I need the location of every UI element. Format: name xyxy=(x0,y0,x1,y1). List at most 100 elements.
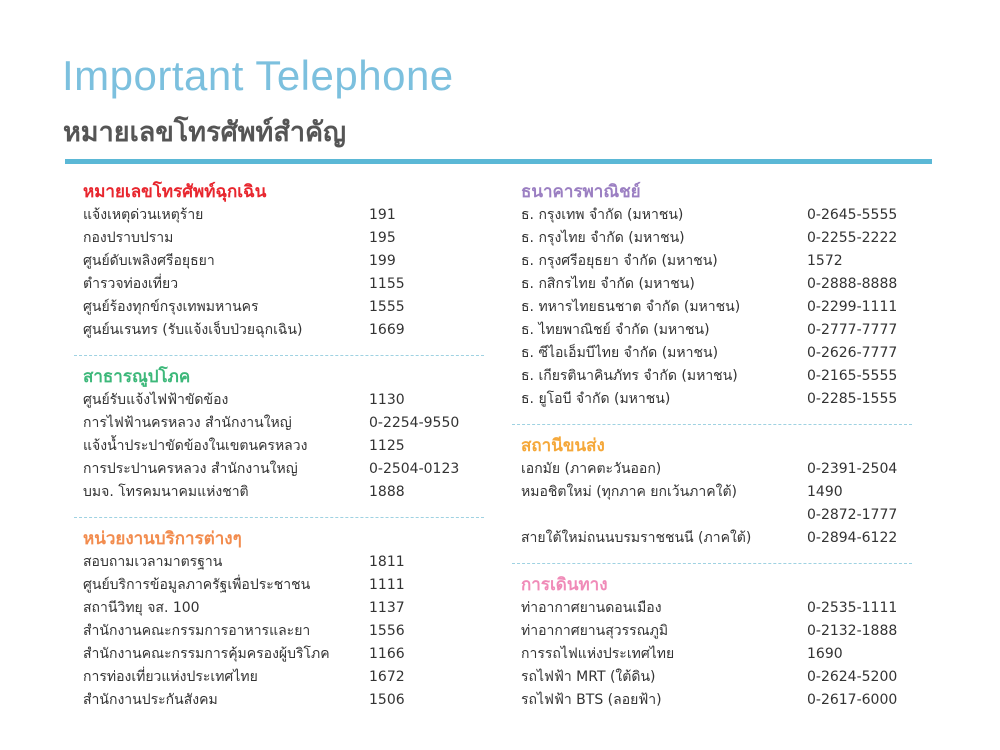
phone-number: 0-2504-0123 xyxy=(369,461,460,477)
section-title: สถานีขนส่ง xyxy=(521,436,605,456)
phone-number: 1555 xyxy=(369,299,405,315)
list-item: การรถไฟแห่งประเทศไทย 1690 xyxy=(512,643,912,666)
contact-name: ธ. ยูโอบี จำกัด (มหาชน) xyxy=(521,391,671,407)
contact-name: ท่าอากาศยานดอนเมือง xyxy=(521,600,662,616)
list-item: หมอชิตใหม่ (ทุกภาค ยกเว้นภาคใต้) 1490 xyxy=(512,481,912,504)
list-item: เอกมัย (ภาคตะวันออก) 0-2391-2504 xyxy=(512,458,912,481)
phone-number: 0-2777-7777 xyxy=(807,322,898,338)
phone-number: 0-2617-6000 xyxy=(807,692,898,708)
list-item: กองปราบปราม 195 xyxy=(74,227,484,250)
contact-name: ศูนย์ดับเพลิงศรีอยุธยา xyxy=(83,253,215,269)
contact-name: ธ. ไทยพาณิชย์ จำกัด (มหาชน) xyxy=(521,322,710,338)
phone-number: 1556 xyxy=(369,623,405,639)
contact-section: สถานีขนส่งเอกมัย (ภาคตะวันออก) 0-2391-250… xyxy=(512,434,912,550)
contact-name: สำนักงานคณะกรรมการอาหารและยา xyxy=(83,623,311,639)
contact-name: การประปานครหลวง สำนักงานใหญ่ xyxy=(83,461,298,477)
section-title: หน่วยงานบริการต่างๆ xyxy=(83,529,242,549)
list-item: ศูนย์รับแจ้งไฟฟ้าขัดข้อง 1130 xyxy=(74,389,484,412)
list-item: ศูนย์นเรนทร (รับแจ้งเจ็บป่วยฉุกเฉิน) 1669 xyxy=(74,319,484,342)
contact-name: การรถไฟแห่งประเทศไทย xyxy=(521,646,675,662)
section-title: สาธารณูปโภค xyxy=(83,367,191,387)
phone-number: 0-2872-1777 xyxy=(807,507,898,523)
phone-number: 191 xyxy=(369,207,396,223)
phone-number: 1130 xyxy=(369,392,405,408)
left-column: หมายเลขโทรศัพท์ฉุกเฉิน แจ้งเหตุด่วนเหตุร้… xyxy=(74,180,484,712)
phone-number: 0-2255-2222 xyxy=(807,230,898,246)
contact-name: ธ. กรุงศรีอยุธยา จำกัด (มหาชน) xyxy=(521,253,718,269)
contact-name: กองปราบปราม xyxy=(83,230,174,246)
section-title: หมายเลขโทรศัพท์ฉุกเฉิน xyxy=(83,182,267,202)
list-item: แจ้งเหตุด่วนเหตุร้าย 191 xyxy=(74,204,484,227)
section-divider xyxy=(74,517,484,518)
contact-name: สำนักงานประกันสังคม xyxy=(83,692,218,708)
list-item: สำนักงานประกันสังคม 1506 xyxy=(74,689,484,712)
contact-name: ศูนย์รับแจ้งไฟฟ้าขัดข้อง xyxy=(83,392,229,408)
contact-name: บมจ. โทรคมนาคมแห่งชาติ xyxy=(83,484,249,500)
list-item: ศูนย์ร้องทุกข์กรุงเทพมหานคร 1555 xyxy=(74,296,484,319)
contact-name: ธ. ทหารไทยธนชาต จำกัด (มหาชน) xyxy=(521,299,741,315)
contact-name: เอกมัย (ภาคตะวันออก) xyxy=(521,461,662,477)
contact-name: สอบถามเวลามาตรฐาน xyxy=(83,554,223,570)
contact-name: ธ. กรุงเทพ จำกัด (มหาชน) xyxy=(521,207,684,223)
phone-number: 1811 xyxy=(369,554,405,570)
contact-name: ศูนย์ร้องทุกข์กรุงเทพมหานคร xyxy=(83,299,259,315)
list-item: บมจ. โทรคมนาคมแห่งชาติ 1888 xyxy=(74,481,484,504)
page-title: Important Telephone xyxy=(62,52,454,99)
list-item: ศูนย์ดับเพลิงศรีอยุธยา 199 xyxy=(74,250,484,273)
list-item: ธ. กรุงเทพ จำกัด (มหาชน) 0-2645-5555 xyxy=(512,204,912,227)
list-item: สำนักงานคณะกรรมการคุ้มครองผู้บริโภค 1166 xyxy=(74,643,484,666)
section-title: การเดินทาง xyxy=(521,575,608,595)
contact-name: ท่าอากาศยานสุวรรณภูมิ xyxy=(521,623,669,639)
phone-number: 0-2645-5555 xyxy=(807,207,898,223)
contact-name: ศูนย์นเรนทร (รับแจ้งเจ็บป่วยฉุกเฉิน) xyxy=(83,322,303,338)
phone-number: 0-2254-9550 xyxy=(369,415,460,431)
phone-number: 1690 xyxy=(807,646,843,662)
phone-number: 0-2391-2504 xyxy=(807,461,898,477)
phone-number: 0-2299-1111 xyxy=(807,299,898,315)
section-title: ธนาคารพาณิชย์ xyxy=(521,182,641,202)
list-item: ธ. ทหารไทยธนชาต จำกัด (มหาชน) 0-2299-1111 xyxy=(512,296,912,319)
list-item: รถไฟฟ้า MRT (ใต้ดิน) 0-2624-5200 xyxy=(512,666,912,689)
contact-name: รถไฟฟ้า MRT (ใต้ดิน) xyxy=(521,669,656,685)
phone-number: 0-2285-1555 xyxy=(807,391,898,407)
contact-name: แจ้งเหตุด่วนเหตุร้าย xyxy=(83,207,204,223)
contact-name: ธ. ซีไอเอ็มบีไทย จำกัด (มหาชน) xyxy=(521,345,719,361)
list-item: แจ้งน้ำประปาขัดข้องในเขตนครหลวง 1125 xyxy=(74,435,484,458)
list-item: การไฟฟ้านครหลวง สำนักงานใหญ่ 0-2254-9550 xyxy=(74,412,484,435)
contact-name: แจ้งน้ำประปาขัดข้องในเขตนครหลวง xyxy=(83,438,308,454)
phone-number: 1888 xyxy=(369,484,405,500)
phone-number: 0-2626-7777 xyxy=(807,345,898,361)
list-item: 0-2872-1777 xyxy=(512,504,912,527)
list-item: ท่าอากาศยานดอนเมือง 0-2535-1111 xyxy=(512,597,912,620)
list-item: ธ. กรุงศรีอยุธยา จำกัด (มหาชน) 1572 xyxy=(512,250,912,273)
contact-name: สำนักงานคณะกรรมการคุ้มครองผู้บริโภค xyxy=(83,646,330,662)
contact-name: ศูนย์บริการข้อมูลภาครัฐเพื่อประชาชน xyxy=(83,577,311,593)
phone-number: 0-2888-8888 xyxy=(807,276,898,292)
contact-section: หน่วยงานบริการต่างๆสอบถามเวลามาตรฐาน 1811… xyxy=(74,527,484,712)
list-item: ศูนย์บริการข้อมูลภาครัฐเพื่อประชาชน 1111 xyxy=(74,574,484,597)
phone-number: 1669 xyxy=(369,322,405,338)
section-divider xyxy=(74,355,484,356)
list-item: การประปานครหลวง สำนักงานใหญ่ 0-2504-0123 xyxy=(74,458,484,481)
contact-name: สถานีวิทยุ จส. 100 xyxy=(83,600,200,616)
contact-name: ธ. กรุงไทย จำกัด (มหาชน) xyxy=(521,230,685,246)
phone-number: 1155 xyxy=(369,276,405,292)
list-item: สายใต้ใหม่ถนนบรมราชชนนี (ภาคใต้) 0-2894-6… xyxy=(512,527,912,550)
contact-name: การท่องเที่ยวแห่งประเทศไทย xyxy=(83,669,258,685)
phone-number: 1137 xyxy=(369,600,405,616)
list-item: ธ. ซีไอเอ็มบีไทย จำกัด (มหาชน) 0-2626-777… xyxy=(512,342,912,365)
phone-number: 1572 xyxy=(807,253,843,269)
contact-name: ธ. กสิกรไทย จำกัด (มหาชน) xyxy=(521,276,695,292)
contact-section: ธนาคารพาณิชย์ธ. กรุงเทพ จำกัด (มหาชน) 0-2… xyxy=(512,180,912,411)
list-item: ตำรวจท่องเที่ยว 1155 xyxy=(74,273,484,296)
phone-number: 0-2535-1111 xyxy=(807,600,898,616)
phone-number: 1490 xyxy=(807,484,843,500)
section-divider xyxy=(512,563,912,564)
phone-number: 0-2624-5200 xyxy=(807,669,898,685)
list-item: สอบถามเวลามาตรฐาน 1811 xyxy=(74,551,484,574)
phone-number: 0-2894-6122 xyxy=(807,530,898,546)
phone-number: 199 xyxy=(369,253,396,269)
section-divider xyxy=(512,424,912,425)
list-item: ธ. ไทยพาณิชย์ จำกัด (มหาชน) 0-2777-7777 xyxy=(512,319,912,342)
contact-name: หมอชิตใหม่ (ทุกภาค ยกเว้นภาคใต้) xyxy=(521,484,738,500)
